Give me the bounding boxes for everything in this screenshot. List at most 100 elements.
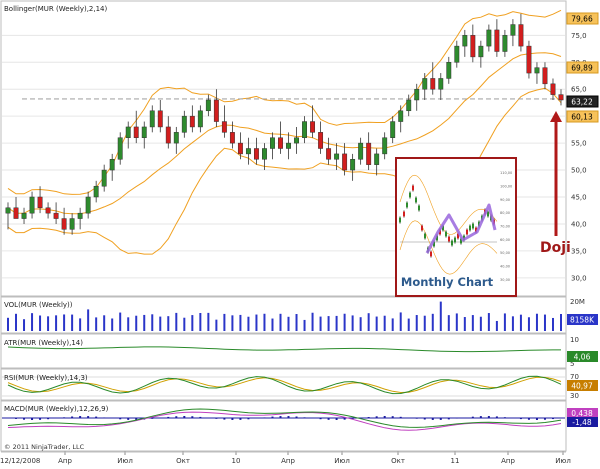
candle bbox=[93, 180, 99, 203]
macd-signal-value: 0,438 bbox=[571, 409, 593, 418]
candle-body bbox=[486, 29, 492, 47]
rsi-line bbox=[7, 375, 562, 395]
candle-body bbox=[93, 185, 99, 198]
time-tick-label: Июл bbox=[117, 457, 133, 465]
candle bbox=[117, 132, 123, 165]
candle bbox=[278, 121, 283, 154]
inset-tick-label: 90,00 bbox=[500, 198, 510, 202]
inset-candle-body bbox=[454, 237, 456, 243]
lower-band-value: 60,13 bbox=[571, 113, 593, 122]
inset-tick-label: 30,00 bbox=[500, 278, 510, 282]
inset-lower-band bbox=[399, 220, 498, 275]
macd-badges: 0,438 -1,48 bbox=[567, 408, 598, 427]
inset-candle-body bbox=[409, 192, 411, 198]
inset-tick-label: 80,00 bbox=[500, 211, 510, 215]
inset-tick-label: 60,00 bbox=[500, 238, 510, 242]
candle bbox=[149, 105, 155, 133]
macd-label: MACD(MUR (Weekly),12,26,9) bbox=[4, 405, 109, 413]
doji-label: Doji bbox=[540, 240, 571, 256]
candle bbox=[446, 56, 452, 84]
candle-body bbox=[542, 67, 548, 85]
candle bbox=[358, 137, 364, 165]
candle-body bbox=[294, 137, 299, 144]
candle-body bbox=[5, 207, 11, 214]
candle bbox=[390, 116, 396, 144]
candle-body bbox=[69, 218, 75, 230]
bollinger-label: Bollinger(MUR (Weekly),2,14) bbox=[4, 5, 108, 13]
middle-band-badge: 69,89 bbox=[566, 61, 599, 74]
candle-body bbox=[101, 169, 107, 187]
time-tick-label: Июл bbox=[555, 457, 571, 465]
inset-candle-body bbox=[457, 233, 459, 239]
candle-body bbox=[422, 78, 428, 90]
candle-body bbox=[205, 99, 211, 112]
candle-body bbox=[302, 121, 307, 138]
candle-body bbox=[286, 142, 291, 149]
inset-upper-band bbox=[399, 174, 498, 235]
price-tick-label: 40,0 bbox=[571, 220, 587, 228]
candle-body bbox=[390, 121, 396, 138]
candle-body bbox=[550, 83, 556, 95]
candle bbox=[350, 153, 356, 181]
candle bbox=[37, 186, 43, 214]
atr-panel bbox=[7, 346, 561, 353]
inset-candle-body bbox=[430, 251, 432, 257]
candle bbox=[494, 19, 500, 57]
candle bbox=[101, 164, 107, 192]
monthly-chart-inset: 30,00 40,00 50,00 60,00 70,00 80,00 90,00 100,0… bbox=[395, 157, 517, 297]
candle-body bbox=[510, 24, 516, 36]
inset-candle-body bbox=[445, 231, 447, 237]
atr-badge: 4,06 bbox=[567, 351, 598, 362]
inset-candle-body bbox=[475, 227, 477, 233]
inset-tick-label: 50,00 bbox=[500, 251, 510, 255]
macd-value: -1,48 bbox=[572, 418, 592, 427]
doji-arrowhead bbox=[550, 111, 562, 122]
candle-body bbox=[125, 126, 131, 138]
candle-body bbox=[53, 212, 59, 219]
candle bbox=[502, 29, 508, 57]
candle bbox=[382, 132, 388, 160]
candle-body bbox=[141, 126, 147, 138]
candle-body bbox=[229, 132, 235, 144]
candle bbox=[438, 73, 444, 100]
candle-body bbox=[398, 110, 404, 122]
candle-body bbox=[157, 110, 163, 128]
inset-candle-body bbox=[433, 241, 435, 247]
candle-body bbox=[37, 196, 43, 209]
doji-annotation: Doji bbox=[540, 111, 571, 256]
candle-body bbox=[270, 137, 275, 149]
atr-tick-high: 10 bbox=[570, 336, 579, 344]
time-tick-label: Апр bbox=[281, 457, 295, 465]
volume-last-value: 8158K bbox=[570, 316, 595, 325]
inset-candle-body bbox=[472, 223, 474, 229]
inset-candle-body bbox=[412, 185, 414, 191]
candle-body bbox=[318, 132, 324, 149]
candle-body bbox=[221, 121, 227, 133]
price-tick-label: 65,0 bbox=[571, 86, 587, 94]
candle-body bbox=[173, 132, 179, 144]
candlesticks[interactable] bbox=[5, 13, 564, 235]
rsi-label: RSI(MUR (Weekly),14,3) bbox=[4, 374, 88, 382]
lower-band-badge: 60,13 bbox=[566, 110, 599, 123]
candle-body bbox=[526, 45, 532, 74]
time-tick-label: 10 bbox=[232, 457, 241, 465]
price-tick-label: 35,0 bbox=[571, 247, 587, 255]
inset-candle-body bbox=[421, 225, 423, 231]
candle bbox=[229, 121, 235, 149]
price-tick-label: 55,0 bbox=[571, 140, 587, 148]
price-tick-label: 45,0 bbox=[571, 194, 587, 202]
inset-candle-body bbox=[439, 229, 441, 235]
inset-candle-body bbox=[436, 235, 438, 241]
inset-pattern-line bbox=[425, 203, 497, 254]
candle bbox=[53, 202, 59, 224]
candle bbox=[270, 132, 275, 160]
time-tick-label: Окт bbox=[176, 457, 190, 465]
macd-panel bbox=[2, 408, 565, 431]
candle bbox=[45, 202, 51, 219]
candle bbox=[294, 126, 299, 154]
last-price-badge: 63,22 bbox=[566, 95, 599, 108]
candle-body bbox=[470, 35, 476, 58]
candle bbox=[5, 202, 11, 230]
inset-tick-label: 100,00 bbox=[500, 185, 512, 189]
